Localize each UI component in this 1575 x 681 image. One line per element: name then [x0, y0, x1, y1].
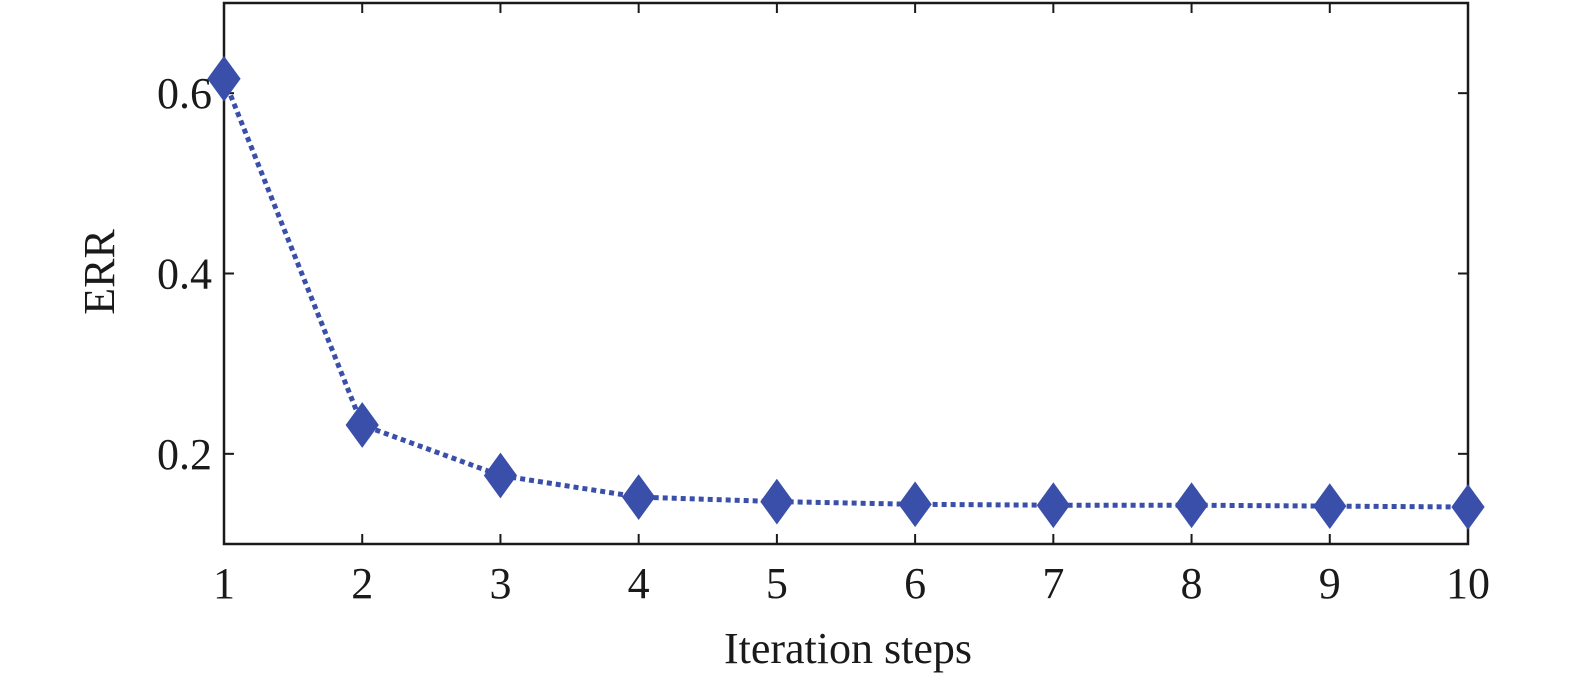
data-point-marker: [760, 478, 794, 525]
data-point-marker: [1174, 482, 1209, 529]
data-point-marker: [345, 402, 379, 448]
x-tick-label: 9: [1319, 559, 1341, 608]
x-axis-ticks: 1 2 3 4 5 6 7 8 9 10: [213, 3, 1490, 608]
data-point-marker: [1451, 484, 1485, 530]
x-tick-label: 7: [1042, 559, 1064, 608]
x-tick-label: 2: [351, 559, 373, 608]
plot-area: [222, 1, 1470, 546]
x-tick-label: 3: [489, 559, 511, 608]
x-axis-label: Iteration steps: [724, 624, 972, 673]
x-tick-label: 6: [904, 559, 926, 608]
x-tick-label: 8: [1181, 559, 1203, 608]
data-point-marker: [622, 474, 656, 520]
series-layer: [207, 55, 1485, 530]
y-axis-ticks: 0.2 0.4 0.6: [157, 69, 1468, 479]
data-point-marker: [207, 55, 241, 102]
data-point-marker: [898, 481, 932, 528]
x-tick-label: 10: [1446, 559, 1490, 608]
y-tick-label: 0.4: [157, 250, 212, 299]
x-tick-label: 5: [766, 559, 788, 608]
series-line: [221, 77, 1469, 510]
y-axis-label: ERR: [75, 229, 124, 315]
x-tick-label: 4: [628, 559, 650, 608]
data-point-marker: [1313, 483, 1347, 529]
y-tick-label: 0.2: [157, 430, 212, 479]
data-point-marker: [483, 452, 518, 499]
x-tick-label: 1: [213, 559, 235, 608]
data-point-marker: [1036, 482, 1070, 529]
y-tick-label: 0.6: [157, 69, 212, 118]
